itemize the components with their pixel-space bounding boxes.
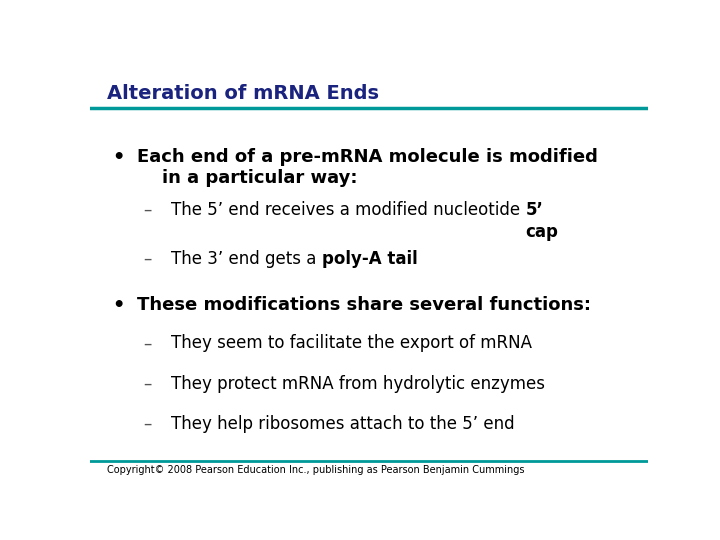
Text: The 3’ end gets a: The 3’ end gets a xyxy=(171,250,322,268)
Text: Each end of a pre-mRNA molecule is modified
    in a particular way:: Each end of a pre-mRNA molecule is modif… xyxy=(138,148,598,187)
Text: poly-A tail: poly-A tail xyxy=(322,250,418,268)
Text: •: • xyxy=(112,295,125,315)
Text: –: – xyxy=(143,250,151,268)
Text: The 5’ end receives a modified nucleotide: The 5’ end receives a modified nucleotid… xyxy=(171,201,526,219)
Text: 5’
cap: 5’ cap xyxy=(526,201,558,241)
Text: –: – xyxy=(143,334,151,352)
Text: –: – xyxy=(143,201,151,219)
Text: They help ribosomes attach to the 5’ end: They help ribosomes attach to the 5’ end xyxy=(171,415,515,433)
Text: –: – xyxy=(143,375,151,393)
Text: Copyright© 2008 Pearson Education Inc., publishing as Pearson Benjamin Cummings: Copyright© 2008 Pearson Education Inc., … xyxy=(107,465,524,475)
Text: Alteration of mRNA Ends: Alteration of mRNA Ends xyxy=(107,84,379,103)
Text: –: – xyxy=(143,415,151,433)
Text: They seem to facilitate the export of mRNA: They seem to facilitate the export of mR… xyxy=(171,334,532,352)
Text: They protect mRNA from hydrolytic enzymes: They protect mRNA from hydrolytic enzyme… xyxy=(171,375,545,393)
Text: •: • xyxy=(112,148,125,167)
Text: These modifications share several functions:: These modifications share several functi… xyxy=(138,295,591,314)
